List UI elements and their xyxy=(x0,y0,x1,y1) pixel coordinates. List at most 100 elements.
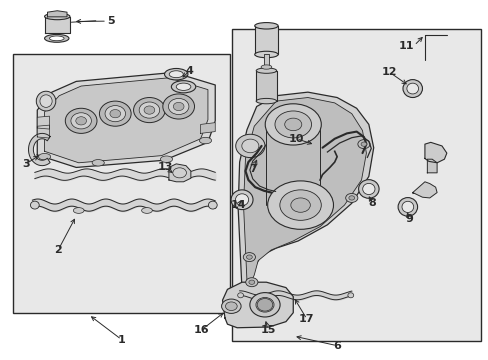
Ellipse shape xyxy=(173,102,183,111)
Ellipse shape xyxy=(71,113,91,129)
Ellipse shape xyxy=(245,278,257,287)
Ellipse shape xyxy=(76,117,86,125)
Ellipse shape xyxy=(279,190,321,220)
Ellipse shape xyxy=(264,104,321,145)
Ellipse shape xyxy=(231,190,252,210)
Ellipse shape xyxy=(44,13,70,20)
Ellipse shape xyxy=(139,102,159,118)
Polygon shape xyxy=(263,54,269,67)
Ellipse shape xyxy=(221,299,241,314)
Ellipse shape xyxy=(256,98,276,104)
Polygon shape xyxy=(37,125,49,138)
Ellipse shape xyxy=(249,293,280,317)
Ellipse shape xyxy=(254,23,278,29)
Ellipse shape xyxy=(40,95,52,107)
Ellipse shape xyxy=(256,68,276,73)
Ellipse shape xyxy=(164,68,187,80)
Ellipse shape xyxy=(92,159,104,166)
Ellipse shape xyxy=(243,253,255,262)
Text: 5: 5 xyxy=(107,16,114,26)
Bar xyxy=(13,54,229,313)
Ellipse shape xyxy=(261,65,271,69)
Text: 8: 8 xyxy=(368,198,376,208)
Ellipse shape xyxy=(105,105,125,122)
Ellipse shape xyxy=(235,194,248,206)
Ellipse shape xyxy=(144,106,155,114)
Ellipse shape xyxy=(199,137,211,144)
Ellipse shape xyxy=(360,142,366,146)
Ellipse shape xyxy=(348,196,354,200)
Ellipse shape xyxy=(397,198,417,216)
Ellipse shape xyxy=(254,51,278,58)
Text: 15: 15 xyxy=(260,325,275,335)
Text: 1: 1 xyxy=(118,334,125,345)
Text: 2: 2 xyxy=(54,245,62,255)
Ellipse shape xyxy=(267,181,333,229)
Ellipse shape xyxy=(225,302,237,311)
Ellipse shape xyxy=(345,193,357,202)
Polygon shape xyxy=(44,78,207,163)
Ellipse shape xyxy=(163,94,194,119)
Ellipse shape xyxy=(30,201,39,209)
Text: 13: 13 xyxy=(157,162,172,172)
Text: 4: 4 xyxy=(185,66,193,76)
Polygon shape xyxy=(427,159,436,173)
Ellipse shape xyxy=(172,168,186,178)
Ellipse shape xyxy=(65,108,97,134)
Ellipse shape xyxy=(257,298,272,311)
Bar xyxy=(232,30,480,341)
Ellipse shape xyxy=(402,80,422,98)
Ellipse shape xyxy=(248,280,254,284)
Text: 17: 17 xyxy=(299,314,314,324)
Ellipse shape xyxy=(362,183,374,194)
Ellipse shape xyxy=(169,71,183,78)
Ellipse shape xyxy=(36,91,56,111)
Polygon shape xyxy=(200,123,215,134)
Text: 14: 14 xyxy=(230,200,246,210)
Ellipse shape xyxy=(110,109,121,118)
Ellipse shape xyxy=(99,101,131,126)
Polygon shape xyxy=(44,17,70,33)
Ellipse shape xyxy=(255,297,273,312)
Ellipse shape xyxy=(142,208,152,213)
Text: 10: 10 xyxy=(288,134,304,144)
Polygon shape xyxy=(222,282,293,328)
Ellipse shape xyxy=(171,81,195,93)
Ellipse shape xyxy=(49,36,64,41)
Text: 16: 16 xyxy=(193,325,209,335)
Polygon shape xyxy=(238,92,373,291)
Ellipse shape xyxy=(358,180,378,198)
Ellipse shape xyxy=(401,201,413,212)
Text: 11: 11 xyxy=(398,41,413,50)
Polygon shape xyxy=(243,98,366,280)
Polygon shape xyxy=(254,26,278,54)
Ellipse shape xyxy=(208,201,217,209)
Ellipse shape xyxy=(242,139,258,153)
Ellipse shape xyxy=(406,83,418,94)
Polygon shape xyxy=(28,134,50,166)
Ellipse shape xyxy=(274,111,311,138)
Ellipse shape xyxy=(237,293,243,298)
Text: 3: 3 xyxy=(22,159,30,169)
Ellipse shape xyxy=(347,293,353,298)
Ellipse shape xyxy=(39,153,51,160)
Ellipse shape xyxy=(73,208,84,213)
Polygon shape xyxy=(168,164,190,182)
Ellipse shape xyxy=(357,140,369,149)
Ellipse shape xyxy=(176,83,190,90)
Polygon shape xyxy=(37,116,49,129)
Text: 6: 6 xyxy=(332,341,341,351)
Ellipse shape xyxy=(284,118,301,131)
Ellipse shape xyxy=(235,134,264,158)
Polygon shape xyxy=(47,11,67,17)
Polygon shape xyxy=(424,142,446,163)
Ellipse shape xyxy=(246,255,252,259)
Polygon shape xyxy=(256,71,276,101)
Polygon shape xyxy=(412,182,436,198)
Ellipse shape xyxy=(290,198,310,212)
Ellipse shape xyxy=(44,35,69,42)
Polygon shape xyxy=(37,72,215,167)
Text: 9: 9 xyxy=(405,215,412,224)
Text: 12: 12 xyxy=(381,67,397,77)
Ellipse shape xyxy=(133,98,165,123)
